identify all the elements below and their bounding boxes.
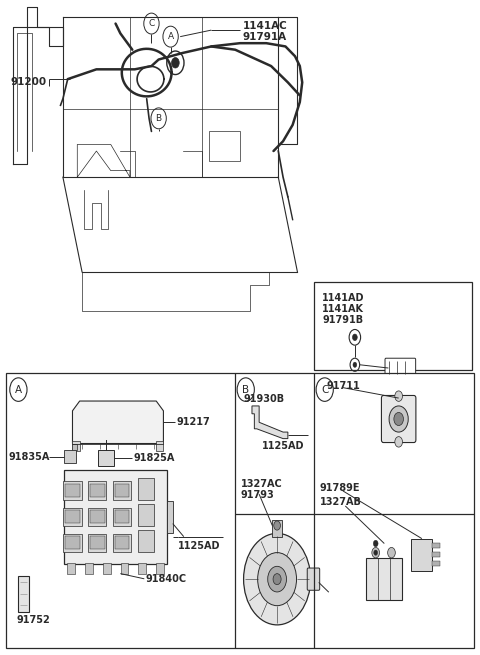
Circle shape bbox=[171, 58, 179, 68]
Circle shape bbox=[389, 406, 408, 432]
Text: 1141AC: 1141AC bbox=[242, 20, 287, 31]
Text: A: A bbox=[168, 32, 174, 41]
Text: 91200: 91200 bbox=[10, 77, 47, 87]
Text: 91217: 91217 bbox=[177, 417, 211, 427]
Polygon shape bbox=[252, 406, 288, 439]
Text: 91835A: 91835A bbox=[9, 451, 50, 462]
Text: 91825A: 91825A bbox=[134, 453, 175, 463]
Bar bbox=[432, 542, 440, 548]
Circle shape bbox=[372, 548, 380, 558]
Bar bbox=[63, 534, 82, 552]
Bar bbox=[115, 536, 130, 550]
Bar bbox=[113, 534, 132, 552]
Text: 91793: 91793 bbox=[241, 491, 275, 500]
Text: 1125AD: 1125AD bbox=[178, 542, 220, 552]
Bar bbox=[72, 441, 80, 451]
Bar bbox=[113, 508, 132, 526]
Text: C: C bbox=[148, 19, 155, 28]
Circle shape bbox=[352, 334, 357, 341]
Circle shape bbox=[243, 533, 311, 625]
Bar bbox=[272, 520, 282, 536]
Bar bbox=[72, 443, 77, 450]
Circle shape bbox=[274, 521, 280, 530]
Circle shape bbox=[395, 437, 403, 447]
FancyBboxPatch shape bbox=[411, 538, 432, 571]
Circle shape bbox=[394, 413, 404, 426]
Bar bbox=[85, 563, 93, 574]
Bar bbox=[65, 510, 80, 523]
FancyBboxPatch shape bbox=[307, 568, 320, 590]
Text: 91711: 91711 bbox=[326, 381, 360, 391]
Circle shape bbox=[258, 553, 297, 606]
Bar bbox=[120, 563, 128, 574]
Bar bbox=[156, 563, 164, 574]
Text: 91791B: 91791B bbox=[323, 315, 363, 326]
Bar bbox=[138, 563, 146, 574]
Text: 91930B: 91930B bbox=[244, 394, 285, 404]
Bar bbox=[18, 576, 29, 612]
Circle shape bbox=[374, 550, 378, 555]
FancyBboxPatch shape bbox=[64, 470, 167, 565]
Bar bbox=[103, 563, 110, 574]
FancyBboxPatch shape bbox=[209, 132, 240, 161]
Bar bbox=[113, 481, 132, 500]
Circle shape bbox=[353, 362, 357, 367]
Polygon shape bbox=[72, 401, 163, 443]
Bar bbox=[88, 508, 107, 526]
FancyBboxPatch shape bbox=[314, 282, 472, 370]
Bar bbox=[65, 536, 80, 550]
Bar bbox=[115, 484, 130, 497]
FancyBboxPatch shape bbox=[98, 450, 114, 466]
Bar bbox=[64, 450, 76, 463]
Text: 91840C: 91840C bbox=[145, 574, 186, 584]
Bar bbox=[138, 531, 154, 552]
Bar bbox=[115, 510, 130, 523]
Bar bbox=[63, 481, 82, 500]
Bar bbox=[138, 504, 154, 526]
Circle shape bbox=[395, 391, 403, 402]
Circle shape bbox=[388, 548, 396, 558]
Text: 1141AD: 1141AD bbox=[323, 293, 365, 303]
FancyBboxPatch shape bbox=[6, 373, 474, 648]
Text: 1327AB: 1327AB bbox=[320, 497, 362, 507]
Bar bbox=[63, 508, 82, 526]
Text: A: A bbox=[15, 384, 22, 394]
Text: 91752: 91752 bbox=[16, 614, 50, 625]
Bar bbox=[138, 478, 154, 500]
Bar bbox=[65, 484, 80, 497]
Bar bbox=[156, 441, 163, 451]
FancyBboxPatch shape bbox=[382, 396, 416, 443]
Bar bbox=[88, 534, 107, 552]
FancyBboxPatch shape bbox=[366, 558, 402, 601]
Bar bbox=[90, 510, 105, 523]
Circle shape bbox=[268, 567, 287, 592]
Bar bbox=[68, 563, 75, 574]
Bar bbox=[90, 484, 105, 497]
Circle shape bbox=[373, 540, 378, 547]
Bar bbox=[90, 536, 105, 550]
Text: 1327AC: 1327AC bbox=[241, 479, 283, 489]
Bar bbox=[88, 481, 107, 500]
FancyBboxPatch shape bbox=[167, 500, 173, 533]
Text: 1125AD: 1125AD bbox=[262, 441, 304, 451]
Bar bbox=[432, 552, 440, 557]
Text: 91789E: 91789E bbox=[320, 483, 360, 493]
Text: C: C bbox=[321, 384, 328, 394]
Text: 91791A: 91791A bbox=[242, 31, 287, 42]
Circle shape bbox=[273, 574, 281, 585]
Bar bbox=[432, 561, 440, 566]
Text: 1141AK: 1141AK bbox=[323, 304, 364, 314]
Text: B: B bbox=[156, 114, 162, 123]
Text: B: B bbox=[242, 384, 249, 394]
FancyBboxPatch shape bbox=[385, 358, 416, 378]
